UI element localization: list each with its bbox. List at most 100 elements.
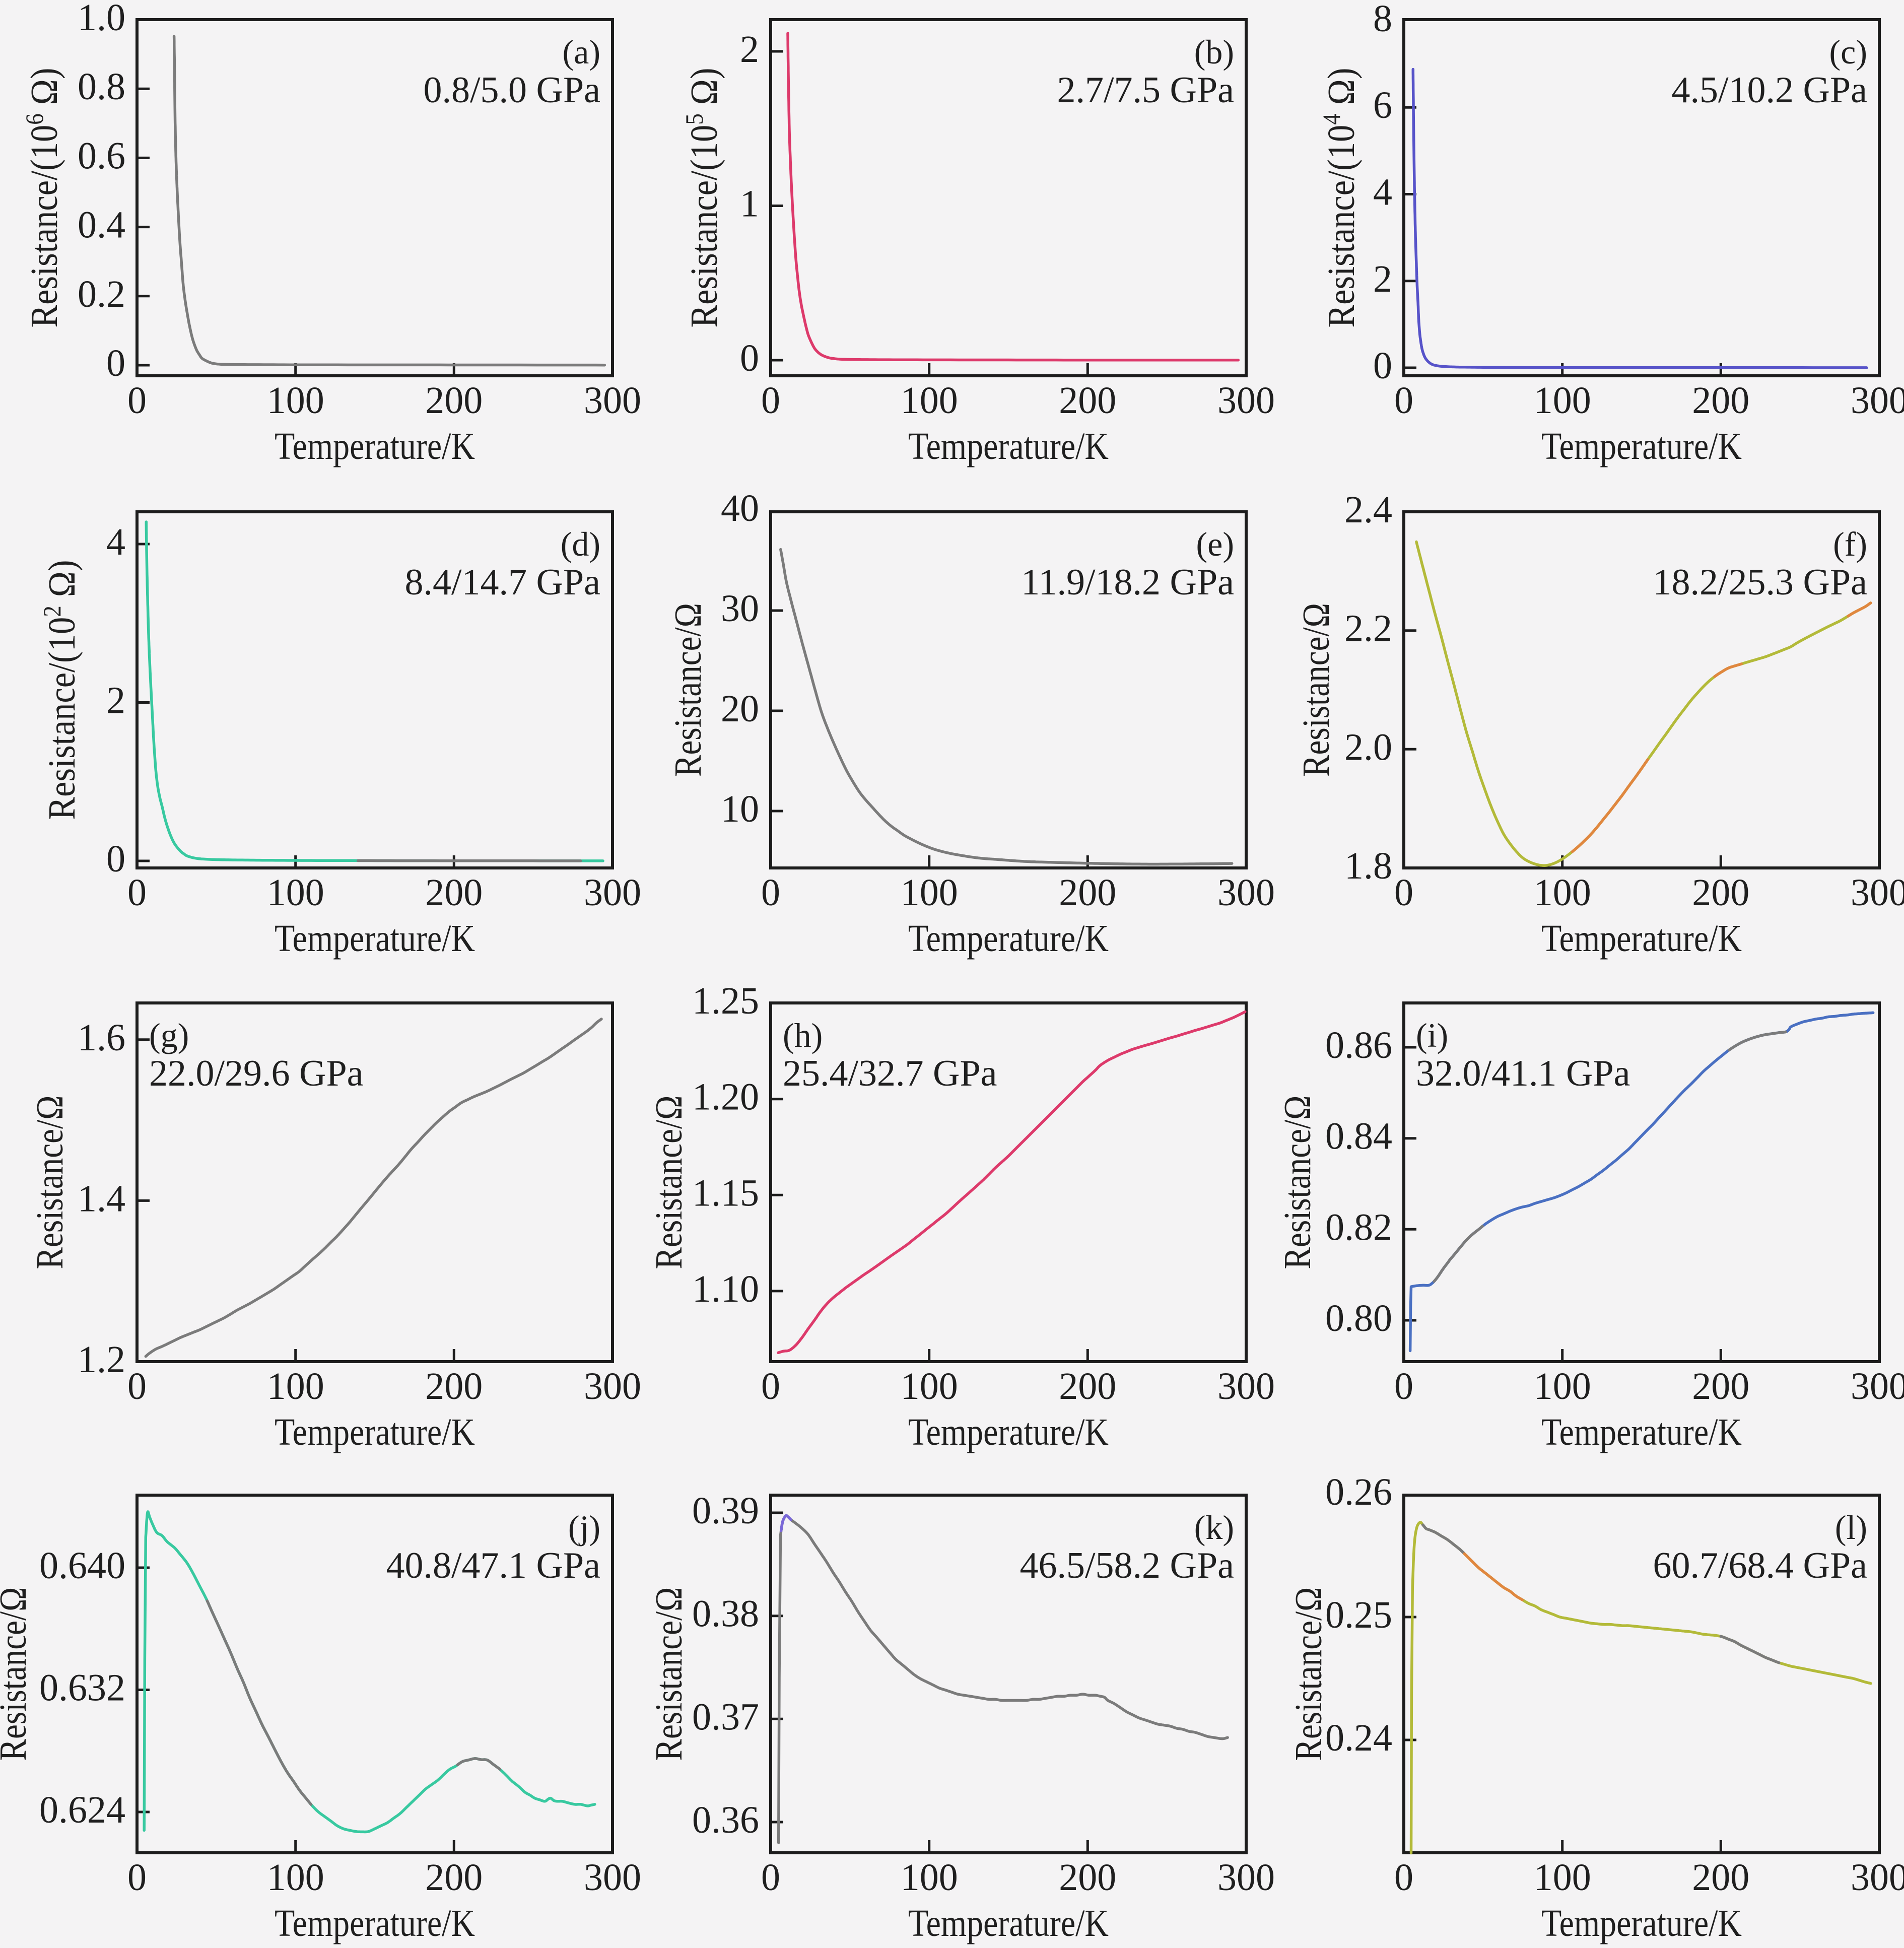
svg-text:300: 300	[1217, 871, 1275, 914]
svg-text:0: 0	[1394, 1856, 1413, 1899]
svg-text:0: 0	[1394, 379, 1413, 422]
svg-text:0.8/5.0 GPa: 0.8/5.0 GPa	[424, 70, 601, 111]
svg-text:300: 300	[1851, 871, 1904, 914]
svg-text:100: 100	[1534, 1365, 1591, 1407]
svg-text:Resistance/Ω: Resistance/Ω	[648, 1587, 690, 1761]
svg-text:60.7/68.4 GPa: 60.7/68.4 GPa	[1653, 1545, 1868, 1586]
svg-text:300: 300	[584, 871, 641, 914]
svg-text:(b): (b)	[1194, 33, 1234, 71]
svg-text:300: 300	[584, 379, 641, 422]
svg-text:0: 0	[106, 838, 125, 880]
svg-text:(i): (i)	[1416, 1016, 1448, 1054]
svg-text:(a): (a)	[563, 33, 600, 71]
svg-text:0.640: 0.640	[39, 1544, 125, 1587]
svg-text:300: 300	[584, 1365, 641, 1407]
svg-text:0.6: 0.6	[78, 135, 125, 177]
svg-text:100: 100	[267, 1856, 324, 1899]
svg-text:1.25: 1.25	[692, 980, 759, 1022]
svg-text:Resistance/(105 Ω): Resistance/(105 Ω)	[680, 68, 725, 328]
svg-text:200: 200	[1059, 1856, 1116, 1899]
svg-text:2.4: 2.4	[1344, 489, 1392, 531]
svg-text:300: 300	[1217, 379, 1275, 422]
svg-text:100: 100	[267, 379, 324, 422]
svg-text:0: 0	[740, 337, 759, 379]
svg-text:20: 20	[721, 688, 759, 730]
svg-text:1.20: 1.20	[692, 1076, 759, 1118]
svg-text:0.80: 0.80	[1325, 1297, 1392, 1339]
svg-text:0.86: 0.86	[1325, 1024, 1392, 1066]
svg-text:Resistance/(104 Ω): Resistance/(104 Ω)	[1317, 68, 1363, 328]
svg-text:0: 0	[127, 379, 147, 422]
svg-text:Temperature/K: Temperature/K	[1541, 1902, 1742, 1944]
svg-text:(c): (c)	[1829, 33, 1867, 71]
svg-text:300: 300	[1851, 379, 1904, 422]
svg-text:Resistance/(102 Ω): Resistance/(102 Ω)	[38, 560, 83, 820]
svg-text:0.632: 0.632	[39, 1667, 125, 1709]
svg-text:(j): (j)	[568, 1508, 600, 1547]
svg-text:22.0/29.6 GPa: 22.0/29.6 GPa	[149, 1053, 364, 1094]
svg-text:40.8/47.1 GPa: 40.8/47.1 GPa	[386, 1545, 601, 1586]
svg-text:Temperature/K: Temperature/K	[908, 1411, 1109, 1453]
svg-text:300: 300	[584, 1856, 641, 1899]
svg-text:1.4: 1.4	[78, 1177, 125, 1220]
svg-text:200: 200	[1692, 379, 1749, 422]
svg-text:25.4/32.7 GPa: 25.4/32.7 GPa	[783, 1053, 997, 1094]
svg-text:1: 1	[740, 183, 759, 225]
svg-text:200: 200	[1692, 1365, 1749, 1407]
svg-text:200: 200	[425, 1365, 483, 1407]
svg-text:100: 100	[901, 1856, 958, 1899]
svg-text:Resistance/(106 Ω): Resistance/(106 Ω)	[20, 68, 65, 328]
svg-text:11.9/18.2 GPa: 11.9/18.2 GPa	[1021, 562, 1234, 603]
svg-text:100: 100	[1534, 871, 1591, 914]
svg-text:0: 0	[1394, 1365, 1413, 1407]
svg-text:8.4/14.7 GPa: 8.4/14.7 GPa	[405, 562, 601, 603]
svg-text:300: 300	[1217, 1365, 1275, 1407]
svg-text:300: 300	[1217, 1856, 1275, 1899]
svg-text:0: 0	[127, 871, 147, 914]
svg-text:200: 200	[1059, 871, 1116, 914]
svg-text:200: 200	[425, 871, 483, 914]
svg-text:200: 200	[1059, 1365, 1116, 1407]
svg-text:(h): (h)	[783, 1016, 823, 1054]
svg-text:Temperature/K: Temperature/K	[908, 917, 1109, 960]
svg-text:100: 100	[267, 1365, 324, 1407]
svg-text:1.0: 1.0	[78, 0, 125, 39]
svg-text:200: 200	[425, 1856, 483, 1899]
svg-text:(e): (e)	[1196, 525, 1234, 563]
svg-text:2: 2	[106, 680, 125, 722]
svg-text:1.8: 1.8	[1344, 845, 1392, 887]
svg-text:200: 200	[1059, 379, 1116, 422]
svg-text:Temperature/K: Temperature/K	[275, 425, 475, 467]
svg-text:8: 8	[1373, 0, 1392, 40]
svg-text:1.2: 1.2	[78, 1338, 125, 1381]
svg-text:0.26: 0.26	[1325, 1471, 1392, 1513]
svg-text:300: 300	[1851, 1365, 1904, 1407]
svg-text:(g): (g)	[149, 1016, 189, 1054]
svg-text:100: 100	[901, 871, 958, 914]
svg-text:0: 0	[761, 379, 780, 422]
svg-text:100: 100	[267, 871, 324, 914]
svg-text:2: 2	[1373, 258, 1392, 300]
svg-text:Resistance/Ω: Resistance/Ω	[1287, 1587, 1330, 1761]
svg-text:(d): (d)	[561, 525, 600, 563]
svg-text:200: 200	[425, 379, 483, 422]
svg-text:(f): (f)	[1833, 525, 1867, 563]
svg-text:100: 100	[901, 379, 958, 422]
svg-text:0: 0	[127, 1365, 147, 1407]
svg-text:0.82: 0.82	[1325, 1206, 1392, 1248]
svg-text:Temperature/K: Temperature/K	[1541, 425, 1742, 467]
svg-text:2.7/7.5 GPa: 2.7/7.5 GPa	[1057, 70, 1235, 111]
svg-text:200: 200	[1692, 871, 1749, 914]
svg-text:Resistance/Ω: Resistance/Ω	[0, 1587, 34, 1761]
svg-text:6: 6	[1373, 84, 1392, 126]
svg-text:0: 0	[761, 1365, 780, 1407]
svg-text:1.6: 1.6	[78, 1017, 125, 1059]
svg-text:10: 10	[721, 788, 759, 830]
svg-text:Temperature/K: Temperature/K	[275, 1902, 475, 1944]
svg-text:100: 100	[901, 1365, 958, 1407]
svg-text:0.624: 0.624	[39, 1789, 125, 1831]
svg-text:4: 4	[106, 521, 125, 563]
svg-text:1.10: 1.10	[692, 1268, 759, 1310]
svg-text:0.8: 0.8	[78, 65, 125, 108]
svg-text:Temperature/K: Temperature/K	[275, 917, 475, 960]
